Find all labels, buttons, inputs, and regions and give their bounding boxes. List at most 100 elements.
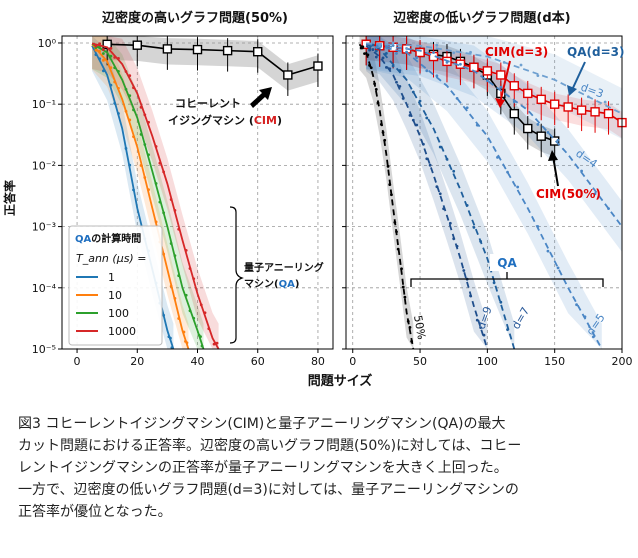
- data-point: [398, 84, 402, 88]
- data-point: [536, 225, 540, 228]
- data-point: [124, 109, 128, 113]
- annotation-cim-d3-arrow: [499, 60, 511, 104]
- data-point: [200, 344, 204, 348]
- data-point: [401, 285, 405, 289]
- data-point: [438, 145, 442, 149]
- left-panel: 0 20 40 60 80 10⁻⁵ 10⁻⁴ 10⁻³ 10⁻² 10⁻¹ 10⁰ コヒーレント …: [32, 35, 334, 368]
- data-point: [177, 274, 181, 278]
- legend-box: [68, 225, 163, 346]
- data-point: [132, 188, 135, 192]
- data-point: [199, 303, 203, 307]
- data-point: [109, 54, 113, 58]
- data-point: [391, 64, 395, 68]
- data-point: [506, 170, 509, 174]
- data-point: [113, 80, 117, 84]
- data-point: [452, 51, 456, 55]
- right-plot-frame: [345, 35, 623, 350]
- cim-marker: [313, 61, 323, 71]
- data-point: [607, 207, 610, 210]
- data-point: [162, 313, 166, 317]
- x-tick-label: 0: [74, 355, 81, 368]
- cim-marker: [482, 66, 493, 76]
- data-point: [479, 239, 483, 243]
- data-point: [593, 192, 597, 196]
- data-point: [98, 49, 102, 53]
- caption-line: 正答率が優位となった。: [18, 504, 172, 520]
- right-series: [358, 36, 627, 350]
- cim-marker: [536, 94, 546, 105]
- cim-band: [366, 36, 555, 157]
- data-point: [373, 82, 377, 86]
- data-point: [199, 335, 202, 338]
- series-line: [91, 43, 205, 350]
- cim-annotation-line1: コヒーレント: [175, 97, 241, 110]
- data-point: [102, 52, 105, 55]
- y-axis-label: 正答率: [2, 180, 17, 216]
- data-point: [173, 208, 177, 212]
- data-point: [374, 55, 378, 59]
- y-tick-label: 10⁻³: [32, 221, 56, 234]
- qa-annotation-close: ): [295, 279, 300, 290]
- data-point: [169, 242, 173, 245]
- data-point: [363, 52, 366, 56]
- data-point: [143, 143, 147, 146]
- data-point: [459, 62, 462, 66]
- svg-text:イジングマシン (CIM): イジングマシン (CIM): [168, 113, 282, 127]
- legend-entry-1000: 1000: [108, 325, 136, 338]
- series-line: [358, 43, 415, 350]
- cim-marker: [523, 123, 533, 134]
- data-point: [536, 74, 540, 78]
- data-point: [368, 48, 371, 52]
- data-point: [113, 55, 117, 59]
- data-point: [512, 100, 516, 104]
- data-point: [117, 56, 120, 60]
- y-tick-label: 10⁻²: [32, 159, 56, 172]
- data-point: [109, 83, 113, 87]
- data-point: [405, 50, 408, 54]
- data-point: [369, 66, 373, 70]
- cim-band: [366, 36, 622, 139]
- data-point: [381, 56, 385, 60]
- qa-brace: [229, 206, 244, 344]
- data-point: [398, 69, 402, 72]
- data-point: [428, 163, 432, 167]
- data-point: [117, 69, 120, 73]
- data-point: [445, 157, 449, 161]
- data-point: [425, 157, 429, 161]
- cim-band: [107, 36, 318, 91]
- data-point: [418, 99, 422, 103]
- data-point: [132, 135, 135, 139]
- cim-arrow-icon: [250, 87, 272, 108]
- data-point: [506, 328, 509, 331]
- data-point: [393, 220, 397, 224]
- data-point: [455, 244, 459, 248]
- data-point: [124, 70, 128, 73]
- cim-marker: [253, 47, 263, 57]
- cim-marker: [536, 131, 546, 141]
- cim-marker: [603, 108, 614, 119]
- data-point: [425, 69, 429, 73]
- right-panel: 0 50 100 150 200 50% d=9 d=7 d=5 d=4 d=3 CIM…: [342, 35, 633, 368]
- data-point: [147, 188, 150, 192]
- confidence-band: [92, 36, 204, 349]
- data-point: [556, 138, 560, 142]
- confidence-band: [359, 36, 414, 349]
- data-point: [516, 185, 520, 189]
- data-point: [368, 45, 371, 49]
- data-point: [390, 193, 393, 197]
- data-point: [455, 96, 459, 100]
- x-tick-label: 150: [544, 355, 565, 368]
- data-point: [415, 123, 419, 127]
- data-point: [469, 50, 472, 54]
- x-axis-label: 問題サイズ: [308, 373, 373, 389]
- annotation-qa-d3: QA(d=3): [567, 45, 624, 59]
- data-point: [366, 53, 370, 57]
- cim-marker: [496, 70, 506, 80]
- data-point: [117, 112, 120, 115]
- confidence-band: [366, 36, 515, 349]
- data-point: [583, 315, 587, 319]
- annotation-cim-d3: CIM(d=3): [485, 45, 548, 59]
- data-point: [158, 161, 162, 165]
- svg-text:QAの計算時間: QAの計算時間: [75, 232, 141, 245]
- series-line: [366, 42, 623, 228]
